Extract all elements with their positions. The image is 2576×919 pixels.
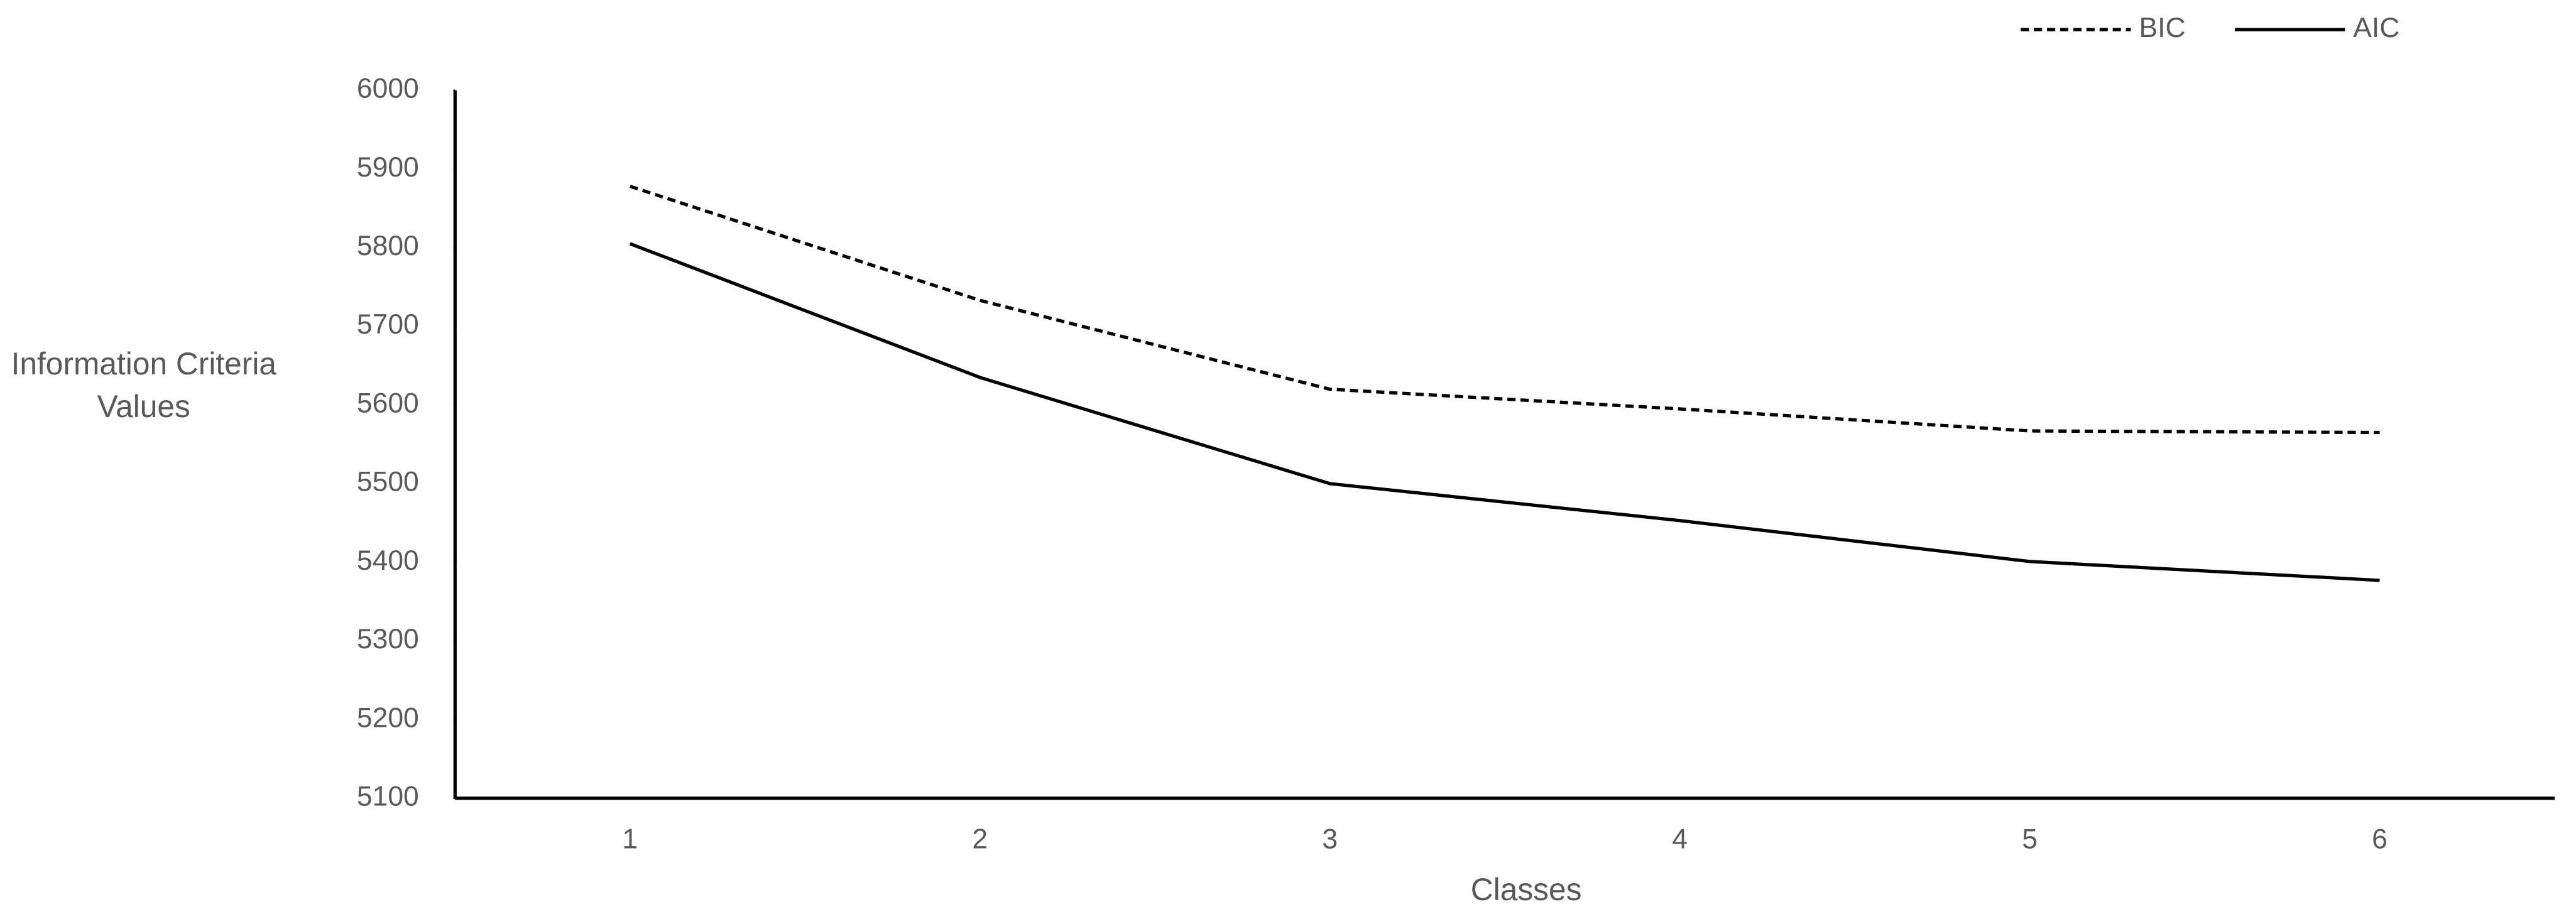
y-tick-label: 5300 [357,624,419,655]
y-axis-label-box: Information Criteria Values [11,348,277,426]
y-tick-label: 5800 [357,231,419,261]
x-tick-label: 5 [2022,824,2038,855]
series-line [629,242,2380,582]
x-tick-label: 4 [1672,824,1688,855]
y-tick-label: 5500 [357,467,419,498]
x-axis-label: Classes [1471,872,1582,907]
x-tick-label: 3 [1322,824,1338,855]
y-tick-label: 5400 [357,545,419,576]
x-tick-label: 6 [2372,824,2388,855]
x-tick-label: 1 [622,824,638,855]
y-tick-label: 5100 [357,781,419,812]
y-tick-label: 6000 [357,73,419,104]
legend-label: BIC [2139,13,2185,43]
y-tick-label: 5600 [357,388,419,418]
y-tick-label: 5900 [357,152,419,183]
y-tick-label: 5200 [357,702,419,733]
y-axis-label: Information Criteria Values [11,348,277,426]
y-tick-label: 5700 [357,309,419,340]
x-tick-label: 2 [972,824,988,855]
series-line [629,185,2380,435]
legend-label: AIC [2353,13,2399,43]
